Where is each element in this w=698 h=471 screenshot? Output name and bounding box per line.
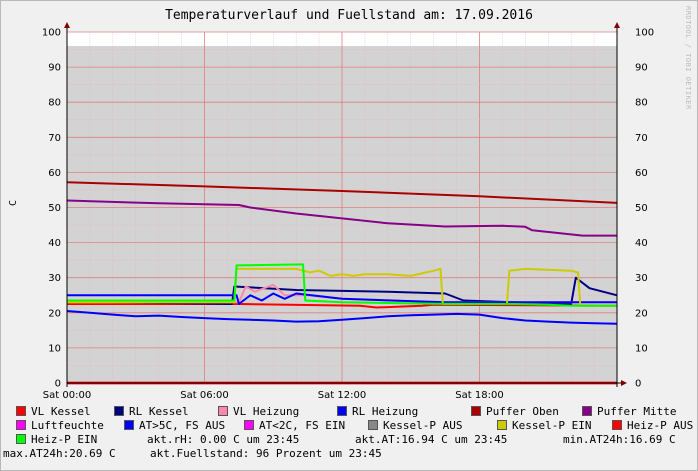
legend-item: Heiz-P EIN — [16, 433, 97, 446]
y-tick-label-left: 80 — [48, 98, 61, 109]
legend-swatch — [244, 420, 254, 430]
legend-label: RL Kessel — [129, 405, 189, 418]
y-tick-label-right: 100 — [635, 28, 654, 39]
legend-item: AT>5C, FS AUS — [124, 419, 225, 432]
status-rh: akt.rH: 0.00 C um 23:45 — [147, 433, 300, 446]
legend-label: Puffer Oben — [486, 405, 559, 418]
legend-item: RL Kessel — [114, 405, 189, 418]
y-tick-label-right: 10 — [635, 343, 648, 354]
series-line-5 — [66, 199, 617, 237]
legend-item: VL Kessel — [16, 405, 91, 418]
legend-label: Heiz-P EIN — [31, 433, 98, 446]
chart-plot: 0 10 20 30 40 50 60 70 80 90 100 0 10 20 30 40 50 60 70 80… — [42, 22, 654, 400]
legend-label: RL Heizung — [352, 405, 419, 418]
y-tick-label-right: 80 — [635, 98, 648, 109]
x-tick-label: Sat 06:00 — [180, 390, 228, 400]
y-tick-label-right: 0 — [635, 379, 641, 390]
x-tick-label: Sat 18:00 — [455, 390, 503, 400]
legend-item: Kessel-P AUS — [368, 419, 462, 432]
y-tick-label-left: 40 — [48, 238, 61, 249]
legend-item: RL Heizung — [337, 405, 418, 418]
legend-swatch — [497, 420, 507, 430]
status-max-at: max.AT24h:20.69 C — [3, 447, 116, 460]
series-line-3 — [67, 292, 617, 305]
legend-item: Puffer Oben — [471, 405, 559, 418]
y-tick-label-left: 30 — [48, 273, 61, 284]
y-tick-label-left: 60 — [48, 168, 61, 179]
legend-label: Luftfeuchte — [31, 419, 104, 432]
legend-label: VL Heizung — [233, 405, 300, 418]
legend-swatch — [16, 434, 26, 444]
legend-row-3: Heiz-P EIN akt.rH: 0.00 C um 23:45 akt.AT:… — [16, 433, 696, 447]
legend-swatch — [337, 406, 347, 416]
y-tick-label-left: 90 — [48, 63, 61, 74]
y-tick-label-right: 60 — [635, 168, 648, 179]
y-tick-label-right: 70 — [635, 133, 648, 144]
legend-item: Luftfeuchte — [16, 419, 104, 432]
status-at: akt.AT:16.94 C um 23:45 — [355, 433, 508, 446]
series-line-4 — [66, 181, 618, 204]
y-tick-label-left: 100 — [42, 28, 61, 39]
legend-swatch — [218, 406, 228, 416]
legend-label: Kessel-P EIN — [512, 419, 592, 432]
y-tick-label-right: 30 — [635, 273, 648, 284]
legend-swatch — [124, 420, 134, 430]
legend-swatch — [16, 406, 26, 416]
y-tick-label-left: 0 — [55, 379, 61, 390]
legend-swatch — [612, 420, 622, 430]
chart-title: Temperaturverlauf und Fuellstand am: 17.… — [165, 8, 533, 23]
legend-row-2: Luftfeuchte AT>5C, FS AUS AT<2C, FS EIN Kes… — [16, 419, 696, 433]
y-tick-label-left: 50 — [48, 203, 61, 214]
y-tick-label-right: 90 — [635, 63, 648, 74]
legend-row-1: VL Kessel RL Kessel VL Heizung RL Heizung Pu… — [16, 405, 696, 419]
x-axis-arrow — [621, 380, 627, 386]
legend-item: AT<2C, FS EIN — [244, 419, 345, 432]
legend-label: AT<2C, FS EIN — [259, 419, 346, 432]
y-tick-label-left: 20 — [48, 308, 61, 319]
y-tick-label-left: 70 — [48, 133, 61, 144]
legend-swatch — [114, 406, 124, 416]
legend-label: AT>5C, FS AUS — [139, 419, 226, 432]
legend-item: VL Heizung — [218, 405, 299, 418]
legend-label: Kessel-P AUS — [383, 419, 463, 432]
series-line-1 — [66, 276, 618, 305]
y-tick-label-left: 10 — [48, 343, 61, 354]
status-fuellstand: akt.Fuellstand: 96 Prozent um 23:45 — [150, 447, 382, 460]
series-line-6 — [66, 310, 618, 325]
legend: VL Kessel RL Kessel VL Heizung RL Heizung Pu… — [3, 405, 696, 461]
status-min-at: min.AT24h:16.69 C — [563, 433, 676, 446]
legend-swatch — [368, 420, 378, 430]
legend-item: Puffer Mitte — [582, 405, 676, 418]
legend-label: VL Kessel — [31, 405, 91, 418]
x-tick-labels: Sat 00:00 Sat 06:00 Sat 12:00 Sat 18:00 — [43, 390, 504, 400]
y-axis-arrow-left — [64, 22, 70, 28]
right-tick-labels: 0 10 20 30 40 50 60 70 80 90 100 — [635, 28, 654, 390]
legend-swatch — [582, 406, 592, 416]
x-tick-label: Sat 00:00 — [43, 390, 91, 400]
series-line-11 — [67, 263, 617, 307]
y-tick-label-right: 20 — [635, 308, 648, 319]
x-tick-label: Sat 12:00 — [318, 390, 366, 400]
y-axis-arrow-right — [614, 22, 620, 28]
y-tick-label-right: 40 — [635, 238, 648, 249]
legend-label: Heiz-P AUS — [627, 419, 694, 432]
legend-item: Heiz-P AUS — [612, 419, 693, 432]
left-tick-labels: 0 10 20 30 40 50 60 70 80 90 100 — [42, 28, 61, 390]
legend-row-4: max.AT24h:20.69 C akt.Fuellstand: 96 Pro… — [3, 447, 696, 461]
legend-swatch — [16, 420, 26, 430]
axis-layer — [64, 22, 627, 387]
legend-label: Puffer Mitte — [597, 405, 677, 418]
legend-item: Kessel-P EIN — [497, 419, 591, 432]
legend-swatch — [471, 406, 481, 416]
y-tick-label-right: 50 — [635, 203, 648, 214]
rrdtool-watermark: RRDTOOL / TOBI OETIKER — [684, 6, 692, 110]
